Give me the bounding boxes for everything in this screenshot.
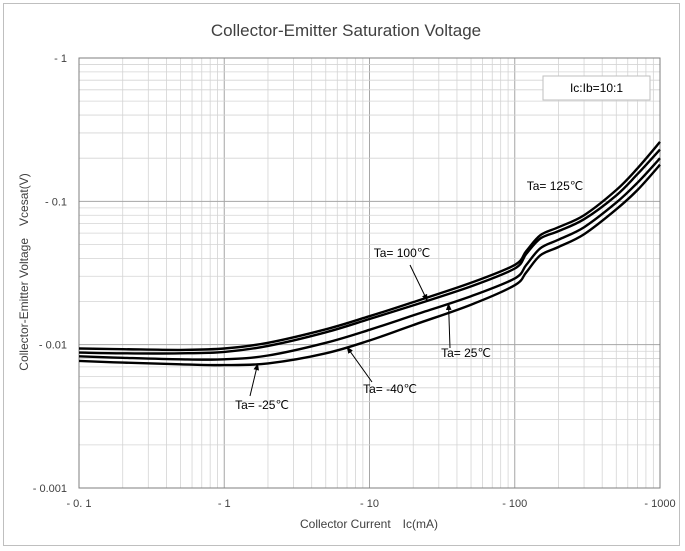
series-group xyxy=(78,141,661,367)
series-line-1 xyxy=(78,148,661,355)
annotation-label: Ta= 100℃ xyxy=(374,246,431,260)
series-line-3 xyxy=(78,163,661,367)
x-tick-label: - 10 xyxy=(360,498,379,510)
annotation-label: Ta= 125℃ xyxy=(527,179,584,193)
annotation-arrow xyxy=(346,346,373,383)
y-tick-label: - 1 xyxy=(54,53,67,65)
condition-label: Ic:Ib=10:1 xyxy=(570,81,623,95)
chart-frame xyxy=(3,3,680,546)
annotation-arrow xyxy=(409,264,428,302)
annotation-label: Ta= -40℃ xyxy=(363,382,417,396)
condition-box-border xyxy=(542,75,651,101)
x-tick-label: - 1000 xyxy=(644,498,675,510)
annotation-label: Ta= -25℃ xyxy=(235,398,289,412)
x-axis-label: Collector Current Ic(mA) xyxy=(300,517,438,531)
x-tick-label: - 1 xyxy=(218,498,231,510)
annotation-label: Ta= 25℃ xyxy=(441,346,491,360)
y-tick-label: - 0.001 xyxy=(33,483,67,495)
grid xyxy=(79,58,660,488)
y-axis-label: Collector-Emitter Voltage Vcesat(V) xyxy=(17,173,31,370)
series-line-2 xyxy=(78,157,661,361)
condition-box: Ic:Ib=10:1 xyxy=(542,75,651,101)
annotations: Ta= 125℃ Ta= 100℃ Ta= 25℃ Ta= -40℃ Ta= -25℃ xyxy=(235,179,583,412)
y-tick-label: - 0.1 xyxy=(45,196,67,208)
y-tick-label: - 0.01 xyxy=(39,340,67,352)
annotation-arrow xyxy=(445,302,452,349)
tick-labels: - 0. 1 - 1 - 10 - 100 - 1000 - 1 - 0.1 - 0.01 - … xyxy=(33,53,676,510)
x-tick-label: - 100 xyxy=(502,498,527,510)
plot-area-border xyxy=(78,57,661,489)
chart-title: Collector-Emitter Saturation Voltage xyxy=(211,21,481,40)
annotation-arrow xyxy=(249,363,259,397)
series-line-0 xyxy=(78,141,661,352)
x-tick-label: - 0. 1 xyxy=(66,498,91,510)
